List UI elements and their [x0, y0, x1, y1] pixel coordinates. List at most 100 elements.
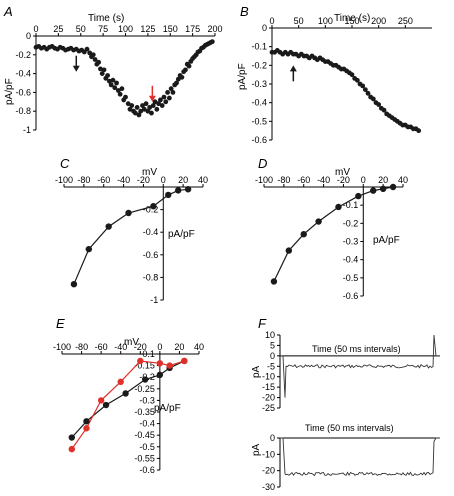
y-tick-label: -0.15 [134, 361, 155, 371]
y-tick-label: -0.6 [143, 250, 159, 260]
data-point [105, 73, 110, 78]
panel-d: D mV pA/pF -100 -80 -60 -40 -20 0 20 40 -0.1-0.… [255, 156, 408, 301]
data-point [99, 71, 105, 76]
data-point [175, 76, 181, 82]
panel-d-x-axis: -100 -80 -60 -40 -20 0 20 40 [255, 175, 408, 188]
data-point [186, 63, 192, 69]
data-point [145, 108, 151, 114]
data-point [68, 434, 75, 441]
x-tick-label: -100 [53, 342, 71, 352]
panel-a-arrows [72, 55, 156, 102]
data-point [117, 91, 123, 97]
data-point [209, 39, 215, 45]
x-tick-label: -100 [255, 175, 273, 185]
x-tick-label: 0 [157, 342, 162, 352]
data-point [105, 223, 112, 230]
data-point [335, 203, 342, 211]
panel-f-bottom-axes: 0 -10 -20 -30 [262, 433, 440, 492]
data-point [362, 87, 368, 92]
data-point [181, 357, 188, 365]
data-point [85, 245, 93, 253]
panel-c-points [70, 186, 192, 288]
y-tick-label: -0.2 [343, 218, 359, 228]
y-tick-label: -0.5 [139, 442, 155, 452]
y-tick-label: -0.25 [134, 384, 155, 394]
x-tick-label: -60 [297, 175, 310, 185]
data-point [389, 183, 397, 191]
data-point [90, 52, 96, 58]
data-point [300, 231, 307, 238]
y-tick-label: -30 [262, 482, 275, 492]
data-point [156, 360, 164, 367]
data-point [154, 106, 160, 112]
y-tick-label: -0.1 [139, 349, 155, 359]
panel-c: C mV pA/pF -100 -80 -60 -40 -20 0 20 40 -0.2-0.… [55, 156, 208, 305]
panel-e-ylabel: pA/pF [154, 403, 181, 414]
y-tick-label: -0.4 [15, 69, 31, 79]
x-tick-label: 40 [198, 175, 208, 185]
y-tick-label: -0.2 [251, 60, 267, 70]
panel-a-ylabel: pA/pF [4, 78, 15, 105]
data-point [376, 102, 382, 107]
x-tick-label: 125 [140, 24, 155, 34]
x-tick-label: 150 [163, 24, 178, 34]
data-point [152, 99, 158, 105]
x-tick-label: 0 [161, 175, 166, 185]
y-tick-label: 5 [270, 340, 275, 350]
data-point [416, 128, 422, 134]
data-point [136, 112, 142, 118]
panel-a-xlabel: Time (s) [88, 13, 124, 24]
data-point [355, 192, 362, 200]
y-tick-label: -0.5 [343, 273, 359, 283]
data-point [183, 67, 188, 73]
y-tick-label: -1 [23, 125, 31, 135]
data-point [381, 107, 387, 113]
panel-a-points [33, 39, 215, 118]
x-tick-label: -80 [277, 175, 290, 185]
x-tick-label: 175 [185, 24, 200, 34]
y-tick-label: -0.1 [251, 42, 267, 52]
data-point [315, 218, 322, 225]
panel-a-letter: A [3, 4, 13, 19]
data-point [379, 185, 387, 193]
panel-f-top-trace [280, 334, 440, 398]
panel-f: F Time (50 ms intervals) pA Time (50 ms … [251, 316, 440, 492]
x-tick-label: 25 [53, 24, 63, 34]
data-point [365, 90, 371, 96]
data-point [102, 401, 110, 409]
data-point [166, 95, 172, 101]
panel-a: A Time (s) pA/pF 0 25 50 75 100 125 150 175 200 … [3, 4, 223, 135]
y-tick-label: -1 [150, 295, 158, 305]
data-point [165, 191, 172, 199]
panel-b: B Time (s) pA/pF 0 50 100 150 200 250 0 -0.1 -0… [237, 4, 432, 145]
data-point [370, 187, 377, 194]
panel-e-x-axis: -100 -80 -60 -40 -20 0 20 40 [53, 342, 204, 355]
data-point [125, 101, 131, 107]
data-point [143, 101, 149, 107]
data-point [132, 110, 138, 116]
data-point [354, 77, 360, 83]
y-tick-label: -15 [262, 382, 275, 392]
y-tick-label: -0.2 [15, 50, 31, 60]
y-tick-label: -20 [262, 466, 275, 476]
current-trace [280, 334, 440, 398]
panel-f-bottom-trace [280, 437, 440, 477]
y-tick-label: -0.3 [343, 237, 359, 247]
data-point [184, 186, 192, 193]
panel-b-y-axis: 0 -0.1 -0.2 -0.3 -0.4 -0.5 -0.6 [251, 23, 273, 145]
y-tick-label: 0 [262, 23, 267, 33]
x-tick-label: 20 [174, 342, 184, 352]
data-point [138, 108, 144, 114]
data-point [161, 94, 167, 100]
data-point [129, 103, 135, 108]
x-tick-label: -80 [77, 175, 90, 185]
x-tick-label: 50 [294, 16, 304, 26]
x-tick-label: 0 [33, 24, 38, 34]
y-tick-label: -0.6 [15, 87, 31, 97]
data-point [119, 86, 125, 92]
panel-d-letter: D [258, 156, 267, 171]
x-tick-label: -60 [95, 342, 108, 352]
y-tick-label: -0.6 [343, 291, 359, 301]
data-point [285, 247, 293, 254]
